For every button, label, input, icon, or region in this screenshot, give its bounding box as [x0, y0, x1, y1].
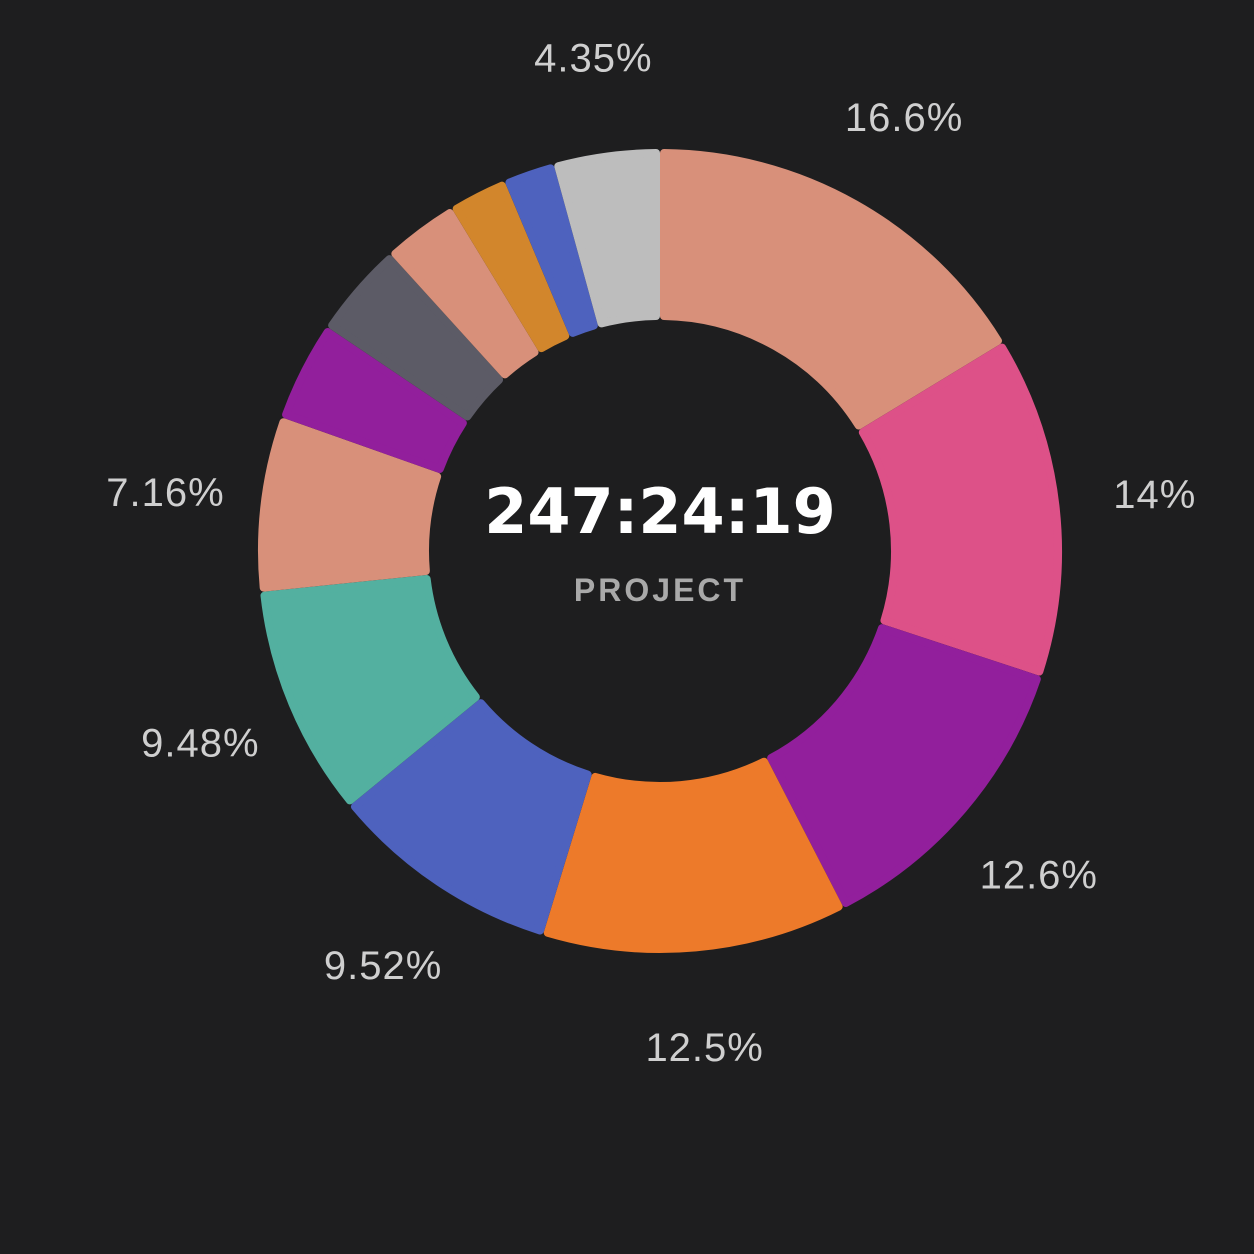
- donut-slice-13: [554, 149, 660, 328]
- donut-slice-8: [282, 328, 467, 473]
- slice-label-6: 9.48%: [141, 722, 259, 766]
- slice-label-7: 7.16%: [106, 471, 224, 515]
- slice-label-1: 16.6%: [845, 96, 963, 140]
- slice-label-13: 4.35%: [534, 36, 652, 80]
- donut-slice-12: [505, 164, 598, 337]
- donut-slice-11: [452, 181, 570, 353]
- slices-group: [258, 149, 1062, 953]
- donut-slice-1: [660, 149, 1002, 430]
- slice-label-4: 12.5%: [645, 1026, 763, 1070]
- donut-slice-9: [328, 255, 504, 421]
- labels-group: 16.6% 14% 12.6% 12.5% 9.52% 9.48% 7.16% 4.35%: [106, 36, 1196, 1070]
- center-time-value: 247:24:19: [484, 475, 836, 548]
- donut-slice-7: [258, 418, 442, 592]
- donut-slice-6: [260, 574, 480, 805]
- donut-slice-4: [543, 757, 843, 953]
- donut-slice-2: [858, 343, 1062, 676]
- center-project-label: PROJECT: [574, 572, 746, 608]
- donut-slice-3: [767, 624, 1041, 907]
- slice-label-2: 14%: [1113, 473, 1196, 517]
- slice-label-5: 9.52%: [324, 944, 442, 988]
- donut-slice-5: [350, 699, 592, 935]
- slice-label-3: 12.6%: [980, 853, 1098, 897]
- donut-slice-10: [391, 208, 539, 379]
